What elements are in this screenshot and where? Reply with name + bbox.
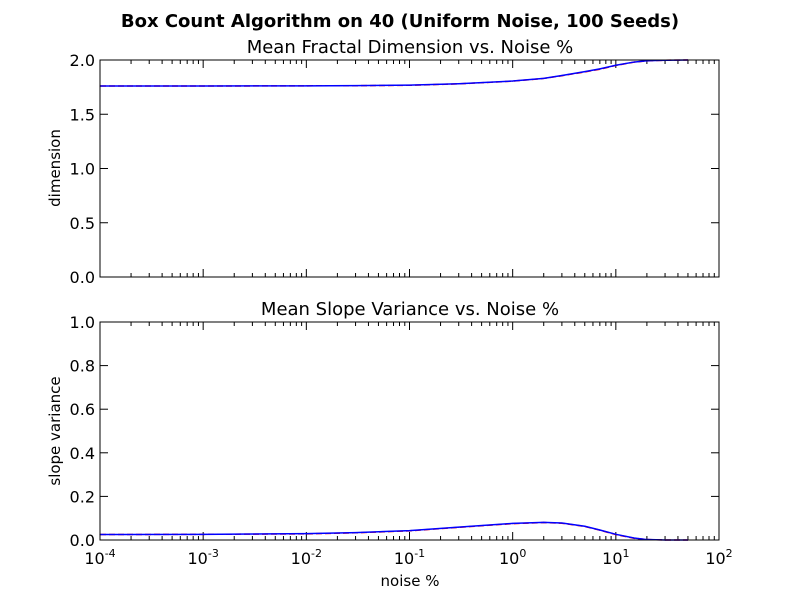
- data-point: [202, 533, 204, 535]
- x-tick-label: 10-3: [188, 547, 219, 568]
- x-tick-base: 10: [394, 549, 414, 568]
- series-line: [99, 521, 688, 541]
- y-tick-label: 1.0: [70, 313, 95, 332]
- x-tick-label: 102: [705, 547, 732, 568]
- x-tick-exponent: 0: [519, 547, 526, 560]
- series-line: [100, 59, 688, 87]
- data-point: [408, 84, 411, 86]
- axis-ticks: 0.0 0.5 1.0 1.5 2.0: [70, 51, 720, 287]
- data-point: [633, 61, 635, 63]
- data-point: [615, 64, 617, 66]
- data-point: [354, 85, 357, 87]
- series-group: [99, 59, 689, 87]
- data-point: [408, 530, 411, 532]
- x-tick-base: 10: [188, 549, 208, 568]
- y-tick-label: 0.2: [70, 487, 95, 506]
- x-tick-base: 10: [705, 549, 725, 568]
- data-point: [543, 77, 545, 79]
- x-tick-exponent: -3: [208, 547, 219, 560]
- data-point: [584, 525, 586, 527]
- x-tick-label: 10-2: [291, 547, 322, 568]
- x-tick-label: 101: [602, 547, 629, 568]
- data-point: [561, 74, 563, 77]
- x-tick-exponent: -4: [105, 547, 116, 560]
- x-tick-base: 10: [602, 549, 622, 568]
- y-tick-label: 0.4: [70, 444, 95, 463]
- y-tick-label: 0.8: [70, 357, 95, 376]
- axes-slope-variance: Mean Slope Variance vs. Noise % slope va…: [46, 299, 733, 590]
- y-tick-label: 0.6: [70, 400, 95, 419]
- data-point: [599, 68, 601, 70]
- data-point: [543, 521, 545, 523]
- y-tick-label: 0.0: [70, 268, 95, 287]
- y-tick-label: 1.5: [70, 105, 95, 124]
- series-group: [99, 521, 689, 541]
- data-point: [512, 80, 514, 82]
- data-point: [599, 529, 601, 531]
- data-point: [633, 537, 635, 539]
- x-tick-base: 10: [84, 549, 104, 568]
- data-point: [615, 533, 617, 535]
- y-tick-label: 0.5: [70, 214, 95, 233]
- x-tick-exponent: -2: [311, 547, 322, 560]
- x-tick-label: 100: [499, 547, 526, 568]
- data-point: [561, 522, 563, 524]
- axes-fractal-dimension: Mean Fractal Dimension vs. Noise % dimen…: [46, 37, 720, 287]
- x-axis-label: noise %: [381, 572, 440, 590]
- x-tick-base: 10: [499, 549, 519, 568]
- y-tick-label: 2.0: [70, 51, 95, 70]
- axes-title: Mean Fractal Dimension vs. Noise %: [247, 37, 574, 58]
- figure-suptitle: Box Count Algorithm on 40 (Uniform Noise…: [121, 11, 679, 32]
- x-tick-label: 10-1: [394, 547, 425, 568]
- x-tick-base: 10: [291, 549, 311, 568]
- x-tick-exponent: -1: [414, 547, 425, 560]
- plot-frame: [99, 321, 720, 541]
- axis-ticks: 0.00.20.40.60.81.010-4 10-3 10-2 10-1 100 101…: [70, 313, 733, 568]
- data-point: [584, 71, 586, 73]
- data-point: [202, 85, 204, 87]
- y-tick-label: 0.0: [70, 531, 95, 550]
- data-point: [458, 83, 460, 85]
- data-point: [354, 531, 357, 534]
- x-tick-exponent: 1: [623, 547, 630, 560]
- axes-title: Mean Slope Variance vs. Noise %: [261, 299, 559, 320]
- x-tick-label: 10-4: [84, 547, 115, 568]
- data-point: [305, 533, 307, 535]
- data-point: [305, 85, 307, 87]
- x-tick-exponent: 2: [726, 547, 733, 560]
- data-point: [512, 522, 514, 525]
- data-point: [458, 526, 460, 528]
- plot-frame: [99, 59, 720, 278]
- y-axis-label: slope variance: [46, 376, 64, 485]
- y-tick-label: 1.0: [70, 160, 95, 179]
- y-axis-label: dimension: [46, 129, 64, 207]
